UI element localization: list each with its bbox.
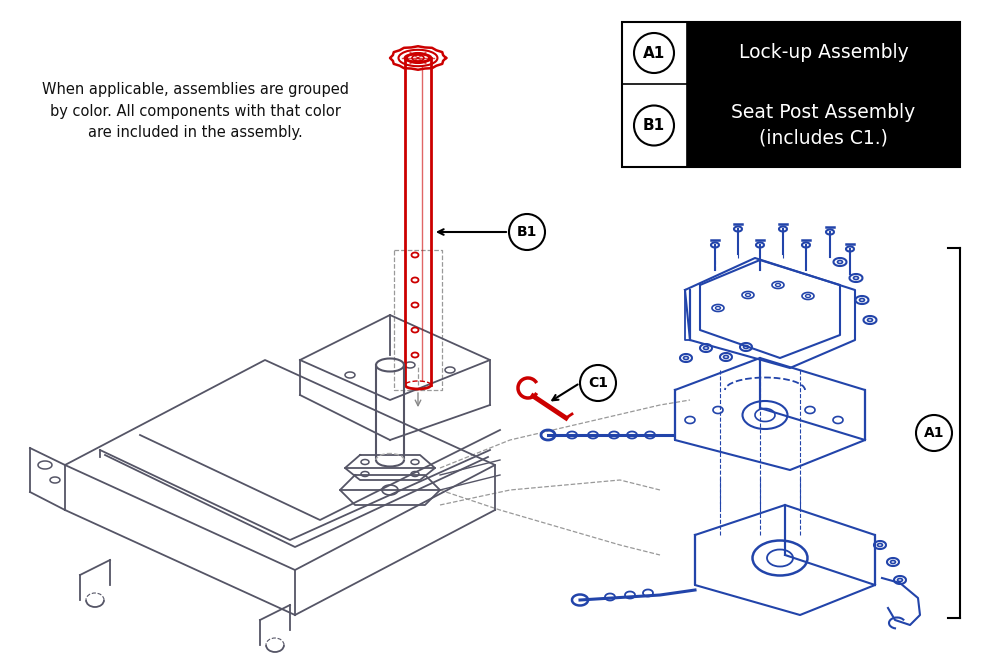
Text: C1: C1 <box>588 376 608 390</box>
Text: A1: A1 <box>643 45 665 60</box>
Circle shape <box>580 365 616 401</box>
Text: B1: B1 <box>643 118 665 133</box>
Bar <box>687 84 960 167</box>
Text: A1: A1 <box>924 426 944 440</box>
Bar <box>687 22 960 84</box>
Circle shape <box>916 415 952 451</box>
Text: Lock-up Assembly: Lock-up Assembly <box>739 43 908 62</box>
Circle shape <box>509 214 545 250</box>
Bar <box>622 22 960 167</box>
Text: When applicable, assemblies are grouped
by color. All components with that color: When applicable, assemblies are grouped … <box>42 82 349 140</box>
Text: Seat Post Assembly
(includes C1.): Seat Post Assembly (includes C1.) <box>731 104 916 148</box>
Text: B1: B1 <box>517 225 537 239</box>
